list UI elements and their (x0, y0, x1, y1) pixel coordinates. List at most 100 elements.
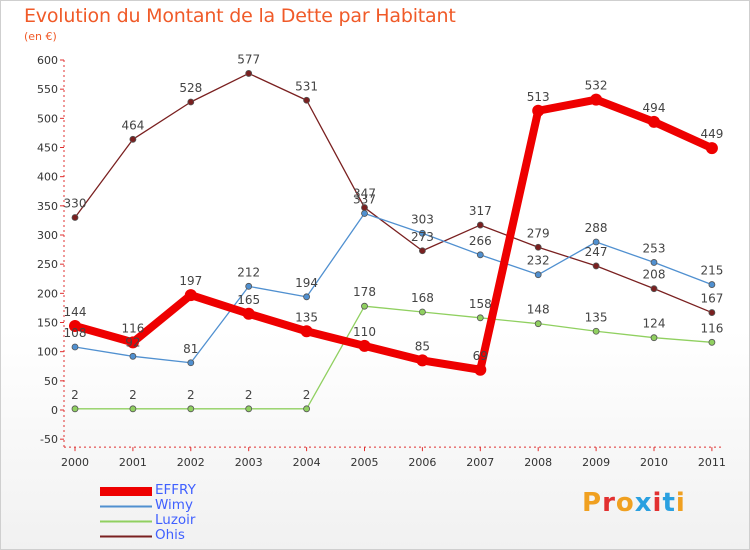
data-point (650, 259, 658, 266)
data-label: 168 (411, 291, 434, 305)
data-label: 124 (643, 317, 666, 331)
data-label: 165 (237, 293, 260, 307)
data-point (187, 359, 195, 367)
legend-label: Ohis (155, 527, 185, 543)
proxiti-logo: Proxiti (582, 488, 686, 518)
data-label: 135 (585, 310, 608, 324)
data-point (71, 405, 79, 413)
x-tick-label: 2000 (61, 456, 89, 469)
data-label: 532 (585, 79, 608, 93)
data-label: 317 (469, 204, 492, 218)
data-point (590, 93, 603, 106)
data-point (476, 314, 484, 322)
legend-label: Wimy (155, 497, 193, 513)
data-point (361, 210, 368, 217)
y-tick-label: 150 (37, 317, 58, 330)
data-point (71, 214, 79, 221)
data-label: 167 (700, 292, 723, 306)
y-tick-label: 400 (37, 171, 58, 184)
y-tick-label: 0 (51, 404, 58, 417)
data-label: 110 (353, 325, 376, 339)
data-point (187, 405, 195, 413)
legend-label: Luzoir (155, 512, 196, 528)
data-point (187, 98, 195, 106)
data-point (708, 281, 716, 288)
data-label: 577 (237, 52, 260, 66)
legend-label: EFFRY (155, 482, 196, 498)
data-label: 144 (64, 305, 87, 319)
logo-letter: i (652, 488, 663, 518)
data-point (474, 363, 487, 376)
data-label: 232 (527, 254, 550, 268)
data-label: 108 (64, 326, 87, 340)
data-label: 303 (411, 212, 434, 226)
data-label: 494 (643, 101, 666, 115)
data-label: 288 (585, 221, 608, 235)
y-tick-label: 250 (37, 258, 58, 271)
x-tick-label: 2005 (351, 456, 379, 469)
data-point (592, 262, 600, 270)
data-label: 347 (353, 187, 376, 201)
data-point (358, 339, 371, 352)
data-label: 247 (585, 245, 608, 259)
data-label: 148 (527, 303, 550, 317)
data-point (129, 405, 137, 413)
y-tick-label: -50 (40, 433, 58, 446)
data-label: 330 (64, 197, 87, 211)
data-label: 135 (295, 310, 318, 324)
x-tick-label: 2011 (698, 456, 726, 469)
y-tick-label: 450 (37, 142, 58, 155)
data-point (650, 285, 658, 293)
logo-letter: o (615, 488, 635, 518)
data-label: 2 (71, 388, 79, 402)
data-label: 449 (700, 127, 723, 141)
logo-letter: x (634, 488, 653, 518)
data-point (69, 320, 81, 332)
data-label: 212 (237, 265, 260, 279)
data-label: 253 (643, 241, 666, 255)
data-label: 266 (469, 234, 492, 248)
y-tick-label: 550 (37, 83, 58, 96)
data-point (245, 282, 253, 290)
data-point (534, 243, 542, 251)
data-point (705, 142, 718, 155)
data-point (71, 343, 79, 351)
y-tick-label: 200 (37, 287, 58, 300)
legend-swatch (100, 505, 152, 508)
data-point (126, 336, 139, 349)
data-point (592, 238, 600, 246)
data-point (303, 293, 311, 301)
chart-title: Evolution du Montant de la Dette par Hab… (24, 5, 456, 27)
data-point (418, 308, 426, 316)
data-point (708, 338, 716, 346)
y-tick-label: 50 (44, 375, 58, 388)
legend-swatch (100, 487, 152, 496)
x-tick-label: 2002 (177, 456, 205, 469)
data-point (476, 221, 484, 229)
logo-letter: r (602, 488, 616, 518)
data-point (534, 271, 542, 279)
data-label: 279 (527, 226, 550, 240)
data-point (534, 320, 542, 328)
data-point (532, 104, 545, 117)
series-line-luzoir (74, 305, 713, 410)
data-label: 85 (415, 339, 430, 353)
data-point (129, 135, 137, 143)
data-label: 194 (295, 276, 318, 290)
data-label: 513 (527, 90, 550, 104)
logo-letter: t (662, 488, 676, 518)
data-point (245, 70, 253, 77)
x-tick-label: 2010 (640, 456, 668, 469)
data-point (300, 325, 313, 338)
series-line-wimy (74, 212, 713, 364)
data-label: 208 (643, 268, 666, 282)
data-label: 178 (353, 285, 376, 299)
x-tick-label: 2006 (408, 456, 436, 469)
data-point (418, 229, 426, 237)
data-point (245, 405, 253, 413)
data-point (708, 309, 716, 316)
chart-subtitle: (en €) (24, 30, 57, 43)
data-label: 116 (121, 321, 144, 335)
data-label: 2 (245, 388, 253, 402)
